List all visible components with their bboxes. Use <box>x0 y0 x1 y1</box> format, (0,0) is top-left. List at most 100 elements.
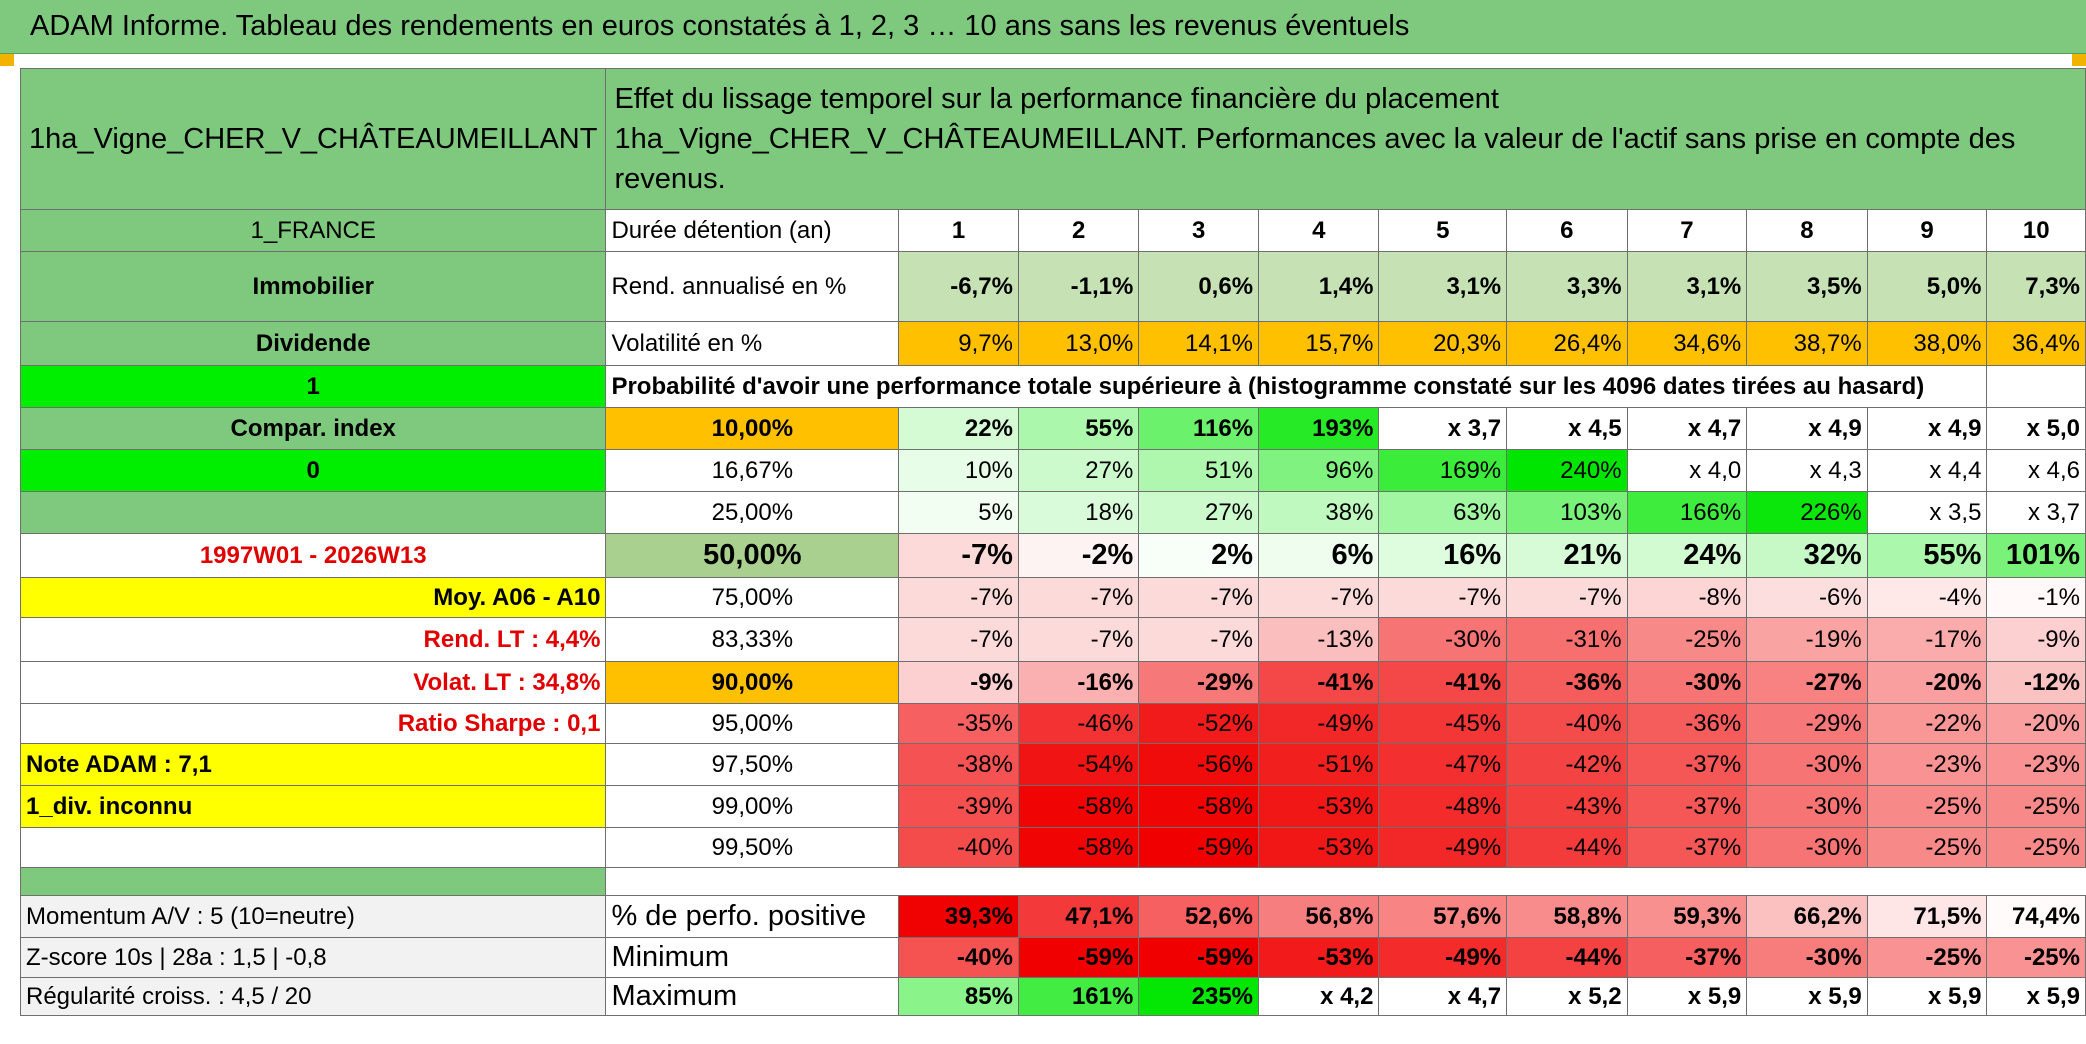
regularite-label[interactable]: Régularité croiss. : 4,5 / 20 <box>19 977 607 1016</box>
volat-value[interactable]: 36,4% <box>1986 321 2086 366</box>
maximum-value[interactable]: 235% <box>1138 977 1260 1016</box>
percentile-value[interactable]: -37% <box>1626 743 1748 786</box>
percentile-value[interactable]: -13% <box>1258 617 1380 662</box>
percentile-value[interactable]: -7% <box>1378 577 1508 618</box>
percentile-value[interactable]: -58% <box>1138 785 1260 828</box>
percentile-value[interactable]: -20% <box>1986 703 2086 744</box>
percentile-value[interactable]: x 4,5 <box>1506 407 1628 450</box>
volat-value[interactable]: 38,0% <box>1866 321 1988 366</box>
percentile-value[interactable]: -29% <box>1746 703 1868 744</box>
minimum-value[interactable]: -30% <box>1746 937 1868 978</box>
year-header[interactable]: 10 <box>1986 209 2086 252</box>
rend-value[interactable]: 3,5% <box>1746 251 1868 322</box>
volat-value[interactable]: 9,7% <box>898 321 1019 366</box>
percentile-label[interactable]: 99,50% <box>605 827 900 868</box>
year-header[interactable]: 6 <box>1506 209 1628 252</box>
percentile-value[interactable]: -46% <box>1017 703 1140 744</box>
percentile-value[interactable]: 103% <box>1506 491 1628 534</box>
percentile-value[interactable]: 166% <box>1626 491 1748 534</box>
minimum-value[interactable]: -59% <box>1138 937 1260 978</box>
percentile-value[interactable]: -42% <box>1506 743 1628 786</box>
percentile-value[interactable]: -17% <box>1866 617 1988 662</box>
percentile-value[interactable]: -58% <box>1017 785 1140 828</box>
percentile-value[interactable]: -43% <box>1506 785 1628 828</box>
one-value[interactable]: 1 <box>19 365 607 408</box>
percentile-value[interactable]: 193% <box>1258 407 1380 450</box>
percentile-value[interactable]: -35% <box>898 703 1019 744</box>
volat-value[interactable]: 26,4% <box>1506 321 1628 366</box>
empty-cell[interactable] <box>1986 365 2086 408</box>
percentile-value[interactable]: -9% <box>898 661 1019 704</box>
rend-value[interactable]: 5,0% <box>1866 251 1988 322</box>
percentile-value[interactable]: -41% <box>1258 661 1380 704</box>
percentile-value[interactable]: 240% <box>1506 449 1628 492</box>
positive-value[interactable]: 52,6% <box>1138 895 1260 938</box>
year-header[interactable]: 1 <box>898 209 1019 252</box>
percentile-value[interactable]: -44% <box>1506 827 1628 868</box>
percentile-value[interactable]: 116% <box>1138 407 1260 450</box>
percentile-value[interactable]: -30% <box>1378 617 1508 662</box>
percentile-value[interactable]: -30% <box>1746 827 1868 868</box>
percentile-label[interactable]: 25,00% <box>605 491 900 534</box>
sharpe-label[interactable]: Ratio Sharpe : 0,1 <box>19 703 607 744</box>
percentile-value[interactable]: -37% <box>1626 785 1748 828</box>
percentile-value[interactable]: -51% <box>1258 743 1380 786</box>
percentile-value[interactable]: -40% <box>898 827 1019 868</box>
percentile-value[interactable]: -45% <box>1378 703 1508 744</box>
percentile-value[interactable]: 101% <box>1986 533 2086 578</box>
percentile-value[interactable]: -30% <box>1746 743 1868 786</box>
percentile-value[interactable]: -2% <box>1017 533 1140 578</box>
percentile-value[interactable]: x 3,7 <box>1378 407 1508 450</box>
percentile-value[interactable]: -23% <box>1986 743 2086 786</box>
percentile-value[interactable]: -53% <box>1258 785 1380 828</box>
percentile-value[interactable]: -4% <box>1866 577 1988 618</box>
percentile-value[interactable]: x 4,4 <box>1866 449 1988 492</box>
spacer-cell[interactable] <box>606 868 2086 896</box>
percentile-value[interactable]: -25% <box>1866 827 1988 868</box>
percentile-value[interactable]: -47% <box>1378 743 1508 786</box>
year-header[interactable]: 2 <box>1017 209 1140 252</box>
volat-value[interactable]: 15,7% <box>1258 321 1380 366</box>
percentile-value[interactable]: -30% <box>1746 785 1868 828</box>
percentile-label[interactable]: 50,00% <box>605 533 900 578</box>
percentile-value[interactable]: -25% <box>1866 785 1988 828</box>
percentile-value[interactable]: -7% <box>1258 577 1380 618</box>
percentile-value[interactable]: 96% <box>1258 449 1380 492</box>
maximum-value[interactable]: x 5,2 <box>1506 977 1628 1016</box>
type-label[interactable]: Dividende <box>19 321 607 366</box>
volat-label[interactable]: Volatilité en % <box>605 321 900 366</box>
percentile-value[interactable]: -7% <box>1138 577 1260 618</box>
minimum-value[interactable]: -53% <box>1258 937 1380 978</box>
percentile-value[interactable]: -25% <box>1626 617 1748 662</box>
percentile-value[interactable]: -37% <box>1626 827 1748 868</box>
percentile-value[interactable]: -54% <box>1017 743 1140 786</box>
percentile-value[interactable]: -36% <box>1506 661 1628 704</box>
percentile-value[interactable]: -59% <box>1138 827 1260 868</box>
percentile-value[interactable]: 55% <box>1017 407 1140 450</box>
rend-value[interactable]: 1,4% <box>1258 251 1380 322</box>
percentile-value[interactable]: -7% <box>898 577 1019 618</box>
minimum-value[interactable]: -25% <box>1986 937 2086 978</box>
zscore-label[interactable]: Z-score 10s | 28a : 1,5 | -0,8 <box>19 937 607 978</box>
positive-value[interactable]: 59,3% <box>1626 895 1748 938</box>
percentile-value[interactable]: -25% <box>1986 827 2086 868</box>
volat-value[interactable]: 38,7% <box>1746 321 1868 366</box>
maximum-value[interactable]: x 4,2 <box>1258 977 1380 1016</box>
percentile-value[interactable]: -49% <box>1258 703 1380 744</box>
percentile-value[interactable]: x 4,6 <box>1986 449 2086 492</box>
percentile-value[interactable]: 24% <box>1626 533 1748 578</box>
percentile-value[interactable]: 169% <box>1378 449 1508 492</box>
rend-lt-label[interactable]: Rend. LT : 4,4% <box>19 617 607 662</box>
moy-label[interactable]: Moy. A06 - A10 <box>19 577 607 618</box>
empty-cell[interactable] <box>19 491 607 534</box>
positive-value[interactable]: 66,2% <box>1746 895 1868 938</box>
year-header[interactable]: 3 <box>1138 209 1260 252</box>
maximum-value[interactable]: x 5,9 <box>1626 977 1748 1016</box>
percentile-label[interactable]: 16,67% <box>605 449 900 492</box>
rend-value[interactable]: -1,1% <box>1017 251 1140 322</box>
duree-label[interactable]: Durée détention (an) <box>605 209 900 252</box>
year-header[interactable]: 7 <box>1626 209 1748 252</box>
percentile-value[interactable]: -52% <box>1138 703 1260 744</box>
percentile-value[interactable]: 10% <box>898 449 1019 492</box>
percentile-value[interactable]: -19% <box>1746 617 1868 662</box>
